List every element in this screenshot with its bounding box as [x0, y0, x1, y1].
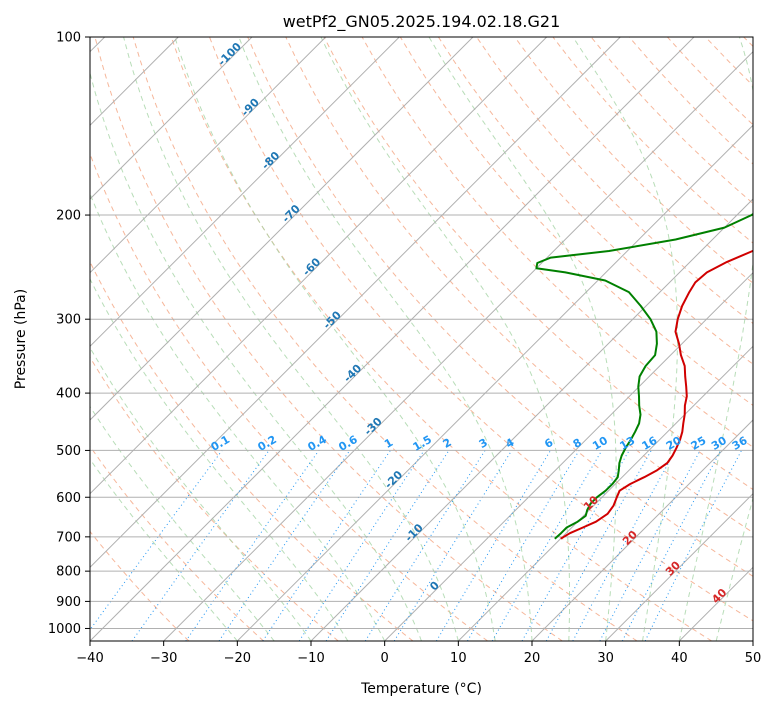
y-tick-label: 600	[56, 491, 81, 506]
dry-adiabat	[132, 37, 638, 641]
dry-adiabat	[90, 152, 488, 641]
y-tick-label: 100	[56, 31, 81, 46]
mixing-ratio-line	[545, 450, 652, 641]
dry-adiabat	[90, 445, 264, 641]
moist-adiabat	[238, 37, 533, 641]
mixing-ratio-line	[131, 450, 270, 641]
isotherm	[90, 37, 621, 569]
x-tick-label: 20	[524, 651, 541, 666]
dry-adiabat	[399, 37, 753, 407]
moist-adiabat	[174, 37, 496, 641]
mixing-ratio-line	[521, 450, 630, 641]
y-axis: 100 200 300 400 500 600 700 800 900 1000	[48, 31, 90, 637]
moist-adiabat	[90, 405, 275, 641]
background-lines	[90, 37, 753, 641]
mixing-ratio-line	[644, 450, 742, 641]
isotherm	[90, 37, 548, 495]
x-tick-label: −40	[76, 651, 103, 666]
dry-adiabat	[514, 37, 753, 284]
chart-title: wetPf2_GN05.2025.194.02.18.G21	[283, 12, 561, 32]
x-tick-label: 30	[597, 651, 614, 666]
x-tick-label: −30	[150, 651, 177, 666]
dry-adiabat	[209, 37, 753, 622]
dry-adiabat	[247, 37, 753, 577]
profile-lines	[535, 212, 753, 540]
isotherm	[384, 271, 753, 641]
x-tick-label: 50	[745, 651, 762, 666]
mixing-ratio-line	[393, 450, 513, 641]
isotherm	[605, 492, 753, 641]
x-axis: −40 −30 −20 −10 0 10 20 30 40 50	[76, 641, 761, 666]
moist-adiabat	[428, 37, 617, 641]
moist-adiabat	[90, 346, 312, 641]
isotherm	[90, 37, 695, 641]
x-tick-label: −20	[224, 651, 251, 666]
mixing-ratio-line	[218, 450, 351, 641]
isotherm	[90, 37, 400, 348]
dry-adiabat	[94, 37, 563, 641]
y-tick-label: 300	[56, 313, 81, 328]
dry-adiabat	[90, 356, 339, 641]
y-tick-label: 900	[56, 595, 81, 610]
y-axis-label: Pressure (hPa)	[13, 289, 29, 389]
y-tick-label: 500	[56, 444, 81, 459]
plot-frame	[89, 36, 754, 642]
isotherm	[163, 50, 753, 641]
mixing-ratio-line	[262, 450, 391, 641]
dry-adiabat	[170, 37, 712, 641]
moist-adiabat	[90, 458, 238, 641]
profile-line-0	[560, 249, 753, 540]
profile-line-1	[535, 212, 753, 540]
y-tick-label: 700	[56, 530, 81, 545]
x-axis-label: Temperature (°C)	[360, 681, 482, 697]
mixing-ratio-line	[185, 450, 320, 641]
isotherm	[236, 124, 753, 641]
moist-adiabat	[90, 277, 349, 641]
isotherm	[457, 345, 753, 641]
moist-adiabat	[572, 37, 678, 641]
isotherm	[531, 419, 753, 641]
y-tick-label: 1000	[48, 622, 81, 637]
x-tick-label: 0	[381, 651, 389, 666]
x-tick-label: −10	[297, 651, 324, 666]
isotherm	[90, 37, 327, 274]
isotherm	[310, 198, 753, 641]
dry-adiabat	[90, 530, 190, 641]
y-tick-label: 400	[56, 387, 81, 402]
mixing-ratio-line	[298, 450, 425, 641]
isotherm	[90, 37, 253, 200]
x-tick-label: 10	[450, 651, 467, 666]
mixing-ratio-line	[325, 450, 450, 641]
mixing-ratio-line	[90, 450, 223, 631]
y-tick-label: 200	[56, 209, 81, 224]
mixing-ratio-line	[572, 450, 676, 641]
moist-adiabat	[320, 37, 570, 641]
moist-adiabat	[90, 192, 386, 641]
moist-adiabat	[123, 37, 459, 641]
y-tick-label: 800	[56, 565, 81, 580]
isotherm	[90, 37, 474, 421]
moist-adiabat	[90, 71, 422, 641]
x-tick-label: 40	[671, 651, 688, 666]
